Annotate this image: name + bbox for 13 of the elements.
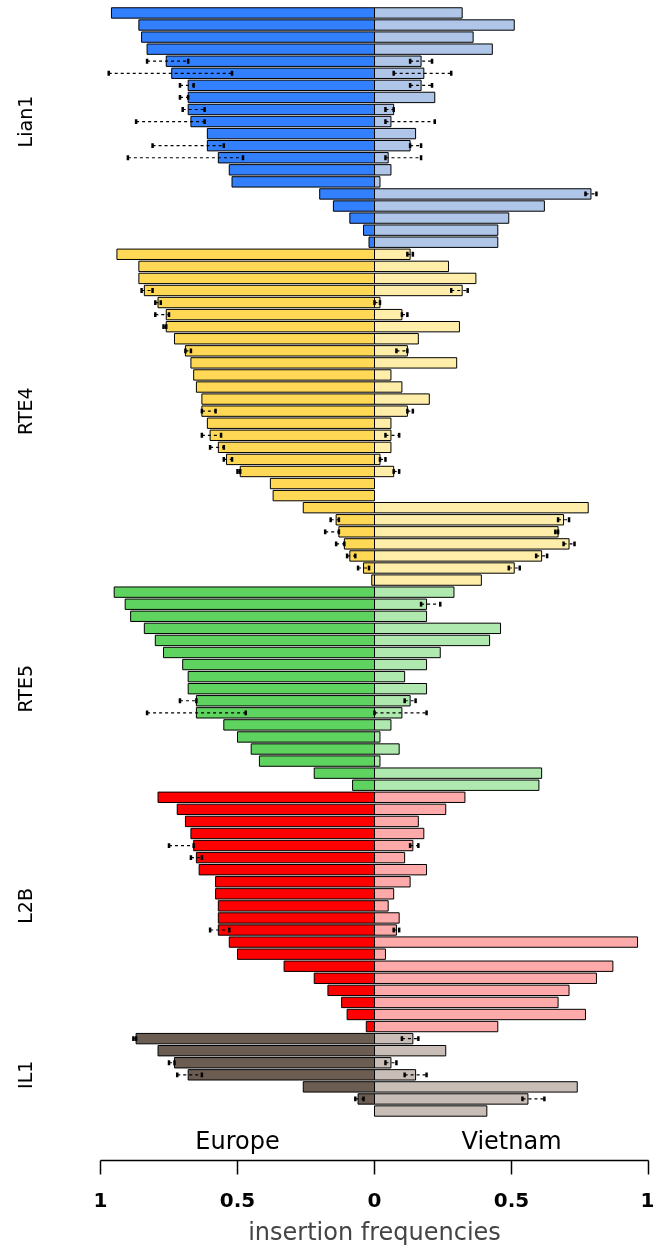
y-tick-label: L2B [14, 888, 37, 924]
series-label: Vietnam [461, 1126, 562, 1155]
y-tick-label: Lian1 [14, 95, 37, 148]
x-tick-label: 0.5 [493, 1187, 530, 1212]
series-label: Europe [195, 1126, 280, 1155]
y-tick-label: RTE4 [14, 387, 37, 435]
x-tick-label: 0.5 [219, 1187, 256, 1212]
x-tick-label: 1 [640, 1187, 654, 1212]
x-axis-title: insertion frequencies [248, 1217, 501, 1246]
y-tick-label: IL1 [14, 1060, 37, 1089]
y-tick-label: RTE5 [14, 664, 37, 713]
x-tick-label: 1 [93, 1187, 108, 1212]
x-tick-label: 0 [367, 1187, 382, 1212]
